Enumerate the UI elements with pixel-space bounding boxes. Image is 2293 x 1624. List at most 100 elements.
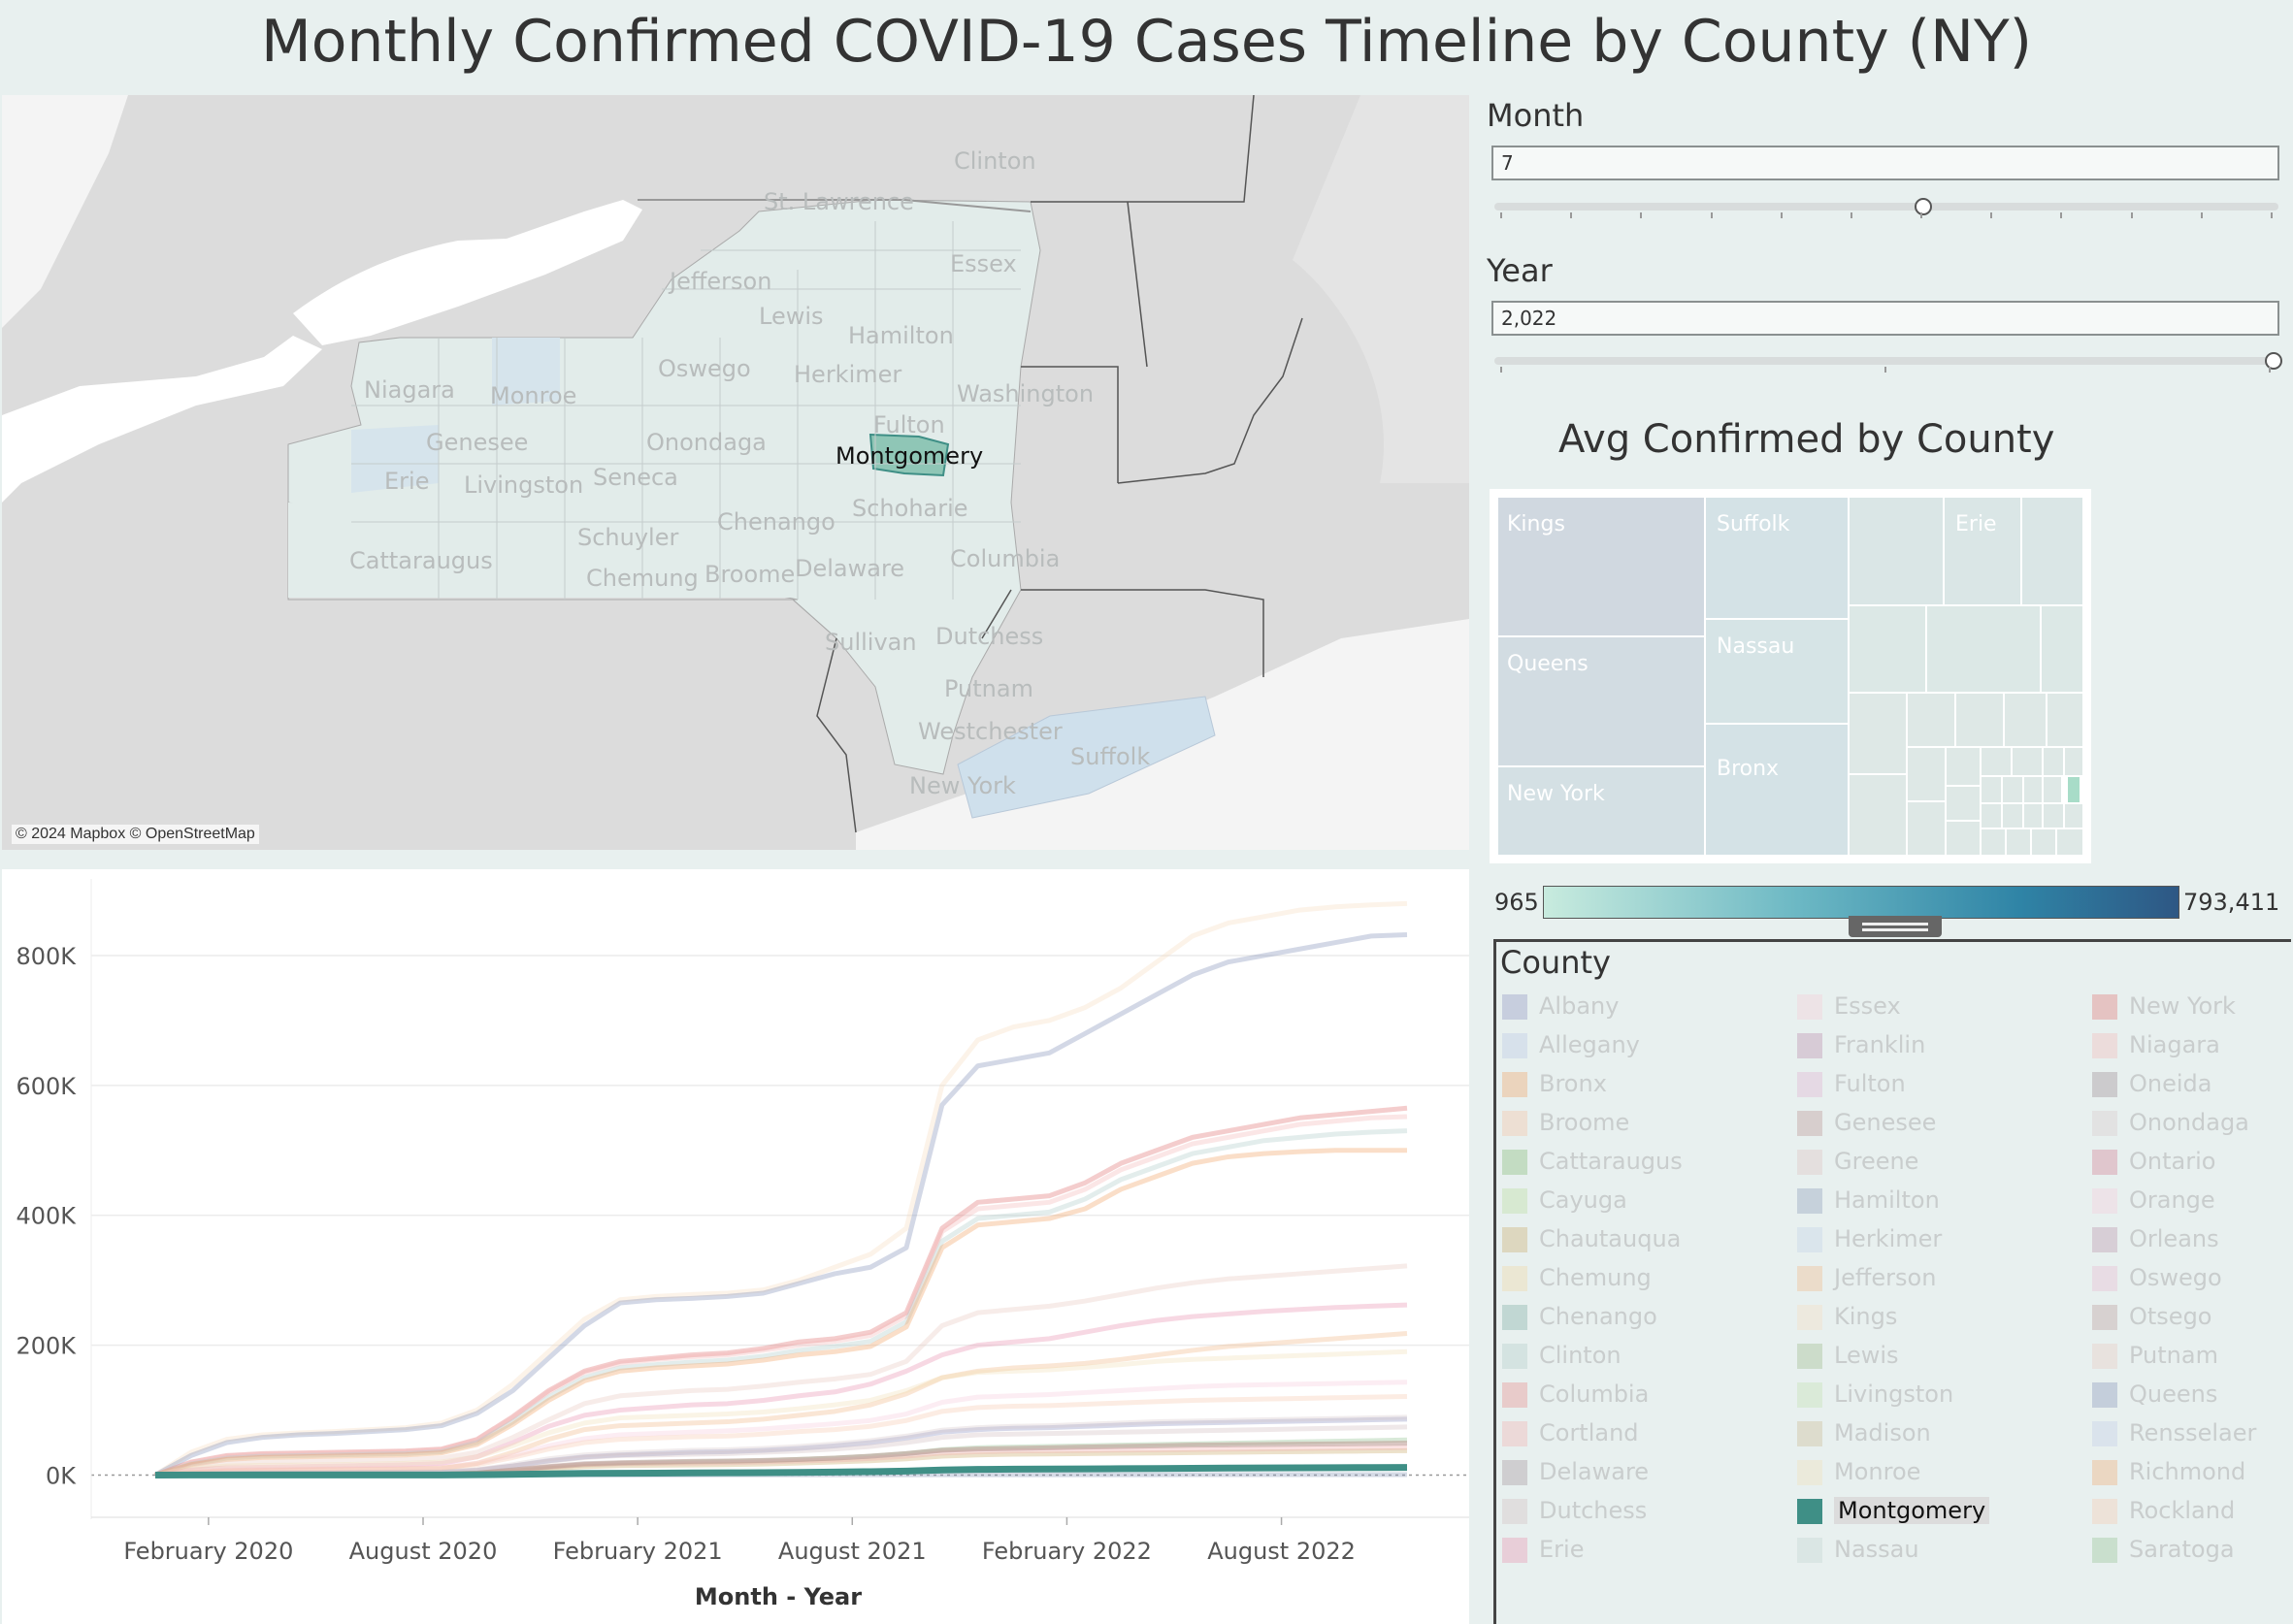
county-swatch (1797, 1188, 1822, 1214)
treemap-cell-nassau (1704, 618, 1850, 725)
county-legend-item[interactable]: Madison (1797, 1419, 1931, 1446)
county-legend-item[interactable]: Rockland (2092, 1497, 2235, 1524)
county-legend-item[interactable]: Queens (2092, 1380, 2217, 1408)
month-slider[interactable] (1494, 203, 2278, 211)
county-name: Kings (1834, 1303, 1898, 1330)
county-name: Columbia (1539, 1380, 1650, 1408)
lake-ontario (293, 200, 642, 345)
county-legend-item[interactable]: Delaware (1502, 1458, 1649, 1485)
county-legend-item[interactable]: Broome (1502, 1109, 1629, 1136)
treemap-label-bronx: Bronx (1717, 757, 1780, 781)
map-label-montgomery[interactable]: Montgomery (835, 442, 984, 470)
treemap-cell (2040, 604, 2083, 694)
treemap[interactable]: Kings Queens New York Suffolk Nassau Bro… (1490, 489, 2091, 863)
map-label-seneca: Seneca (593, 464, 678, 491)
county-legend-item[interactable]: Chenango (1502, 1303, 1657, 1330)
county-swatch (1502, 1072, 1527, 1097)
lake-erie (2, 336, 322, 503)
county-legend-item[interactable]: Franklin (1797, 1031, 1925, 1058)
county-swatch (1502, 1033, 1527, 1058)
series-line-rockland (154, 1393, 1408, 1478)
county-legend-item[interactable]: Orange (2092, 1186, 2215, 1214)
map-label-columbia: Columbia (950, 545, 1061, 572)
county-swatch (2092, 1227, 2117, 1252)
county-legend-item[interactable]: Ontario (2092, 1148, 2215, 1175)
county-swatch (2092, 1150, 2117, 1175)
county-swatch (2092, 994, 2117, 1020)
year-tick (2269, 367, 2271, 373)
map-attribution[interactable]: © 2024 Mapbox © OpenStreetMap (12, 825, 259, 844)
county-legend-item[interactable]: Hamilton (1797, 1186, 1940, 1214)
county-legend-item[interactable]: Lewis (1797, 1342, 1899, 1369)
treemap-label-suffolk: Suffolk (1717, 512, 1790, 536)
county-swatch (1797, 1111, 1822, 1136)
treemap-cell (2063, 746, 2083, 777)
color-legend-bar (1543, 886, 2179, 919)
county-legend-item[interactable]: Cayuga (1502, 1186, 1627, 1214)
month-tick (1920, 212, 1923, 218)
month-tick (1570, 212, 1573, 218)
county-legend-item[interactable]: Cattaraugus (1502, 1148, 1683, 1175)
county-swatch (2092, 1460, 2117, 1485)
treemap-cell (1848, 692, 1908, 775)
county-name: Onondaga (2129, 1109, 2249, 1136)
county-legend-item[interactable]: New York (2092, 992, 2236, 1020)
county-legend-item[interactable]: Cortland (1502, 1419, 1639, 1446)
panel-resize-grip[interactable] (1849, 916, 1942, 937)
county-legend-item[interactable]: Oneida (2092, 1070, 2211, 1097)
county-legend-item[interactable]: Albany (1502, 992, 1619, 1020)
year-input[interactable]: 2,022 (1491, 301, 2279, 336)
month-slider-handle[interactable] (1915, 198, 1933, 215)
county-swatch (2092, 1266, 2117, 1291)
county-legend-item[interactable]: Dutchess (1502, 1497, 1647, 1524)
county-name: Bronx (1539, 1070, 1607, 1097)
county-name: Greene (1834, 1148, 1919, 1175)
county-legend-item[interactable]: Monroe (1797, 1458, 1920, 1485)
county-legend-item[interactable]: Jefferson (1797, 1264, 1936, 1291)
county-name: Madison (1834, 1419, 1931, 1446)
county-swatch (2092, 1033, 2117, 1058)
treemap-cell (2005, 828, 2032, 856)
ny-state (287, 199, 1041, 775)
map-label-st-lawrence: St. Lawrence (764, 188, 914, 215)
county-legend-item[interactable]: Putnam (2092, 1342, 2218, 1369)
county-legend-item[interactable]: Niagara (2092, 1031, 2220, 1058)
year-slider-handle[interactable] (2265, 352, 2282, 370)
map-label-hamilton: Hamilton (848, 322, 954, 349)
long-island (957, 696, 1216, 819)
county-legend-item[interactable]: Livingston (1797, 1380, 1953, 1408)
month-tick (2200, 212, 2203, 218)
year-slider[interactable] (1494, 357, 2278, 365)
county-name: Nassau (1834, 1536, 1919, 1563)
county-legend-item[interactable]: Otsego (2092, 1303, 2212, 1330)
x-tick-label: August 2021 (778, 1538, 927, 1565)
county-legend-item[interactable]: Fulton (1797, 1070, 1906, 1097)
county-map[interactable]: Clinton St. Lawrence Essex Jefferson Lew… (2, 95, 1469, 850)
line-chart[interactable]: 800K 600K 400K 200K 0K February 2020 August 20… (2, 869, 1469, 1624)
county-legend-item[interactable]: Herkimer (1797, 1225, 1942, 1252)
treemap-cell (1980, 828, 2007, 856)
month-input[interactable]: 7 (1491, 146, 2279, 180)
county-legend-item[interactable]: Chautauqua (1502, 1225, 1681, 1252)
series-line-queens (153, 932, 1408, 1478)
county-legend-item[interactable]: Greene (1797, 1148, 1918, 1175)
county-name: Oneida (2129, 1070, 2212, 1097)
county-legend-item[interactable]: Columbia (1502, 1380, 1649, 1408)
county-legend-item[interactable]: Essex (1797, 992, 1901, 1020)
county-legend-item[interactable]: Nassau (1797, 1536, 1919, 1563)
county-legend-item[interactable]: Richmond (2092, 1458, 2245, 1485)
county-legend-item[interactable]: Kings (1797, 1303, 1897, 1330)
county-legend-item[interactable]: Rensselaer (2092, 1419, 2256, 1446)
county-legend-item[interactable]: Allegany (1502, 1031, 1640, 1058)
county-legend-item[interactable]: Genesee (1797, 1109, 1936, 1136)
county-legend-item[interactable]: Clinton (1502, 1342, 1621, 1369)
county-legend-item[interactable]: Orleans (2092, 1225, 2219, 1252)
county-name: Putnam (2129, 1342, 2218, 1369)
county-legend-item[interactable]: Erie (1502, 1536, 1584, 1563)
county-legend-item[interactable]: Oswego (2092, 1264, 2222, 1291)
county-legend-item[interactable]: Saratoga (2092, 1536, 2235, 1563)
county-legend-item[interactable]: Chemung (1502, 1264, 1652, 1291)
county-legend-item[interactable]: Bronx (1502, 1070, 1607, 1097)
county-legend-item[interactable]: Onondaga (2092, 1109, 2249, 1136)
county-legend-item[interactable]: Montgomery (1797, 1497, 1990, 1524)
